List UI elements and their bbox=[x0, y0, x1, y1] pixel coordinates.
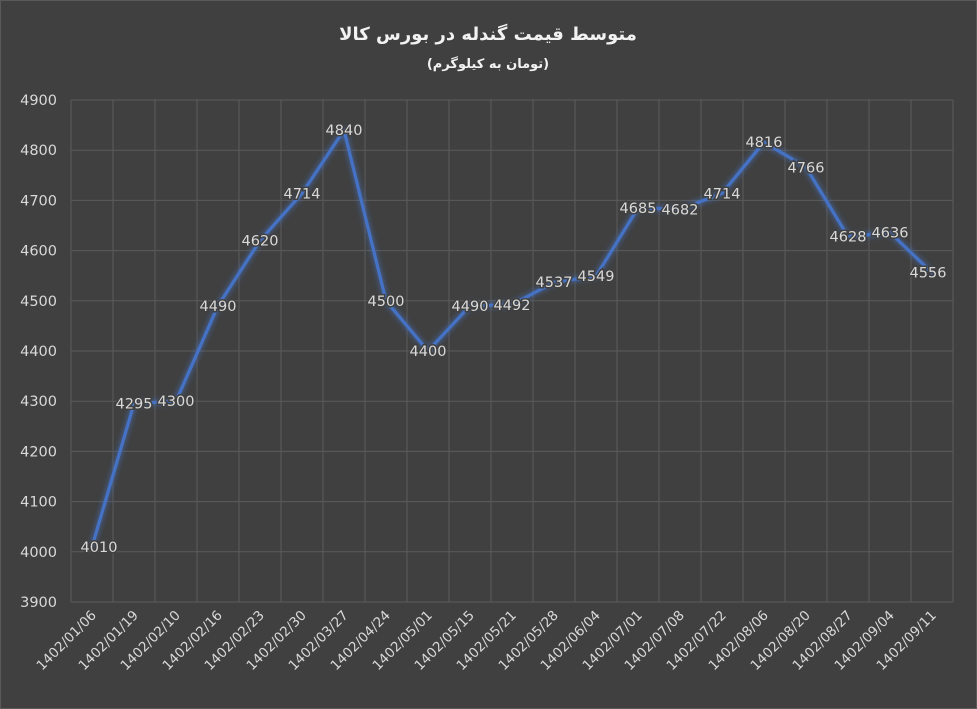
data-label: 4714 bbox=[704, 186, 741, 202]
data-label: 4300 bbox=[158, 394, 195, 410]
data-label: 4492 bbox=[494, 298, 531, 314]
y-tick-label: 4200 bbox=[20, 444, 57, 460]
y-axis-ticks: 3900 4000 4100 4200 4300 4400 4500 4600 4700 4800… bbox=[20, 93, 57, 611]
data-label: 4636 bbox=[872, 226, 909, 242]
data-label: 4714 bbox=[284, 186, 321, 202]
data-label: 4295 bbox=[116, 397, 153, 413]
gridlines bbox=[70, 99, 954, 603]
data-label: 4816 bbox=[746, 135, 783, 151]
y-tick-label: 4600 bbox=[20, 244, 57, 260]
y-tick-label: 3900 bbox=[20, 595, 57, 611]
data-label: 4556 bbox=[910, 266, 947, 282]
data-label: 4840 bbox=[326, 123, 363, 139]
data-label: 4685 bbox=[620, 201, 657, 217]
data-label: 4490 bbox=[452, 299, 489, 315]
data-label: 4010 bbox=[81, 540, 118, 556]
data-label: 4549 bbox=[578, 269, 615, 285]
chart-subtitle: (تومان به کیلوگرم) bbox=[427, 56, 549, 72]
data-label: 4628 bbox=[830, 230, 867, 246]
series-line bbox=[90, 128, 934, 549]
y-tick-label: 4300 bbox=[20, 394, 57, 410]
y-tick-label: 4800 bbox=[20, 143, 57, 159]
data-label: 4620 bbox=[242, 234, 279, 250]
data-label: 4500 bbox=[368, 294, 405, 310]
y-tick-label: 4900 bbox=[20, 93, 57, 109]
data-label: 4682 bbox=[662, 202, 699, 218]
y-tick-label: 4500 bbox=[20, 294, 57, 310]
data-label: 4766 bbox=[788, 160, 825, 176]
y-tick-label: 4400 bbox=[20, 344, 57, 360]
x-axis-ticks: 1402/01/061402/01/191402/02/101402/02/16… bbox=[33, 608, 939, 674]
y-tick-label: 4000 bbox=[20, 545, 57, 561]
data-label: 4490 bbox=[200, 299, 237, 315]
y-tick-label: 4100 bbox=[20, 495, 57, 511]
y-tick-label: 4700 bbox=[20, 193, 57, 209]
series-line-group bbox=[90, 128, 934, 549]
data-label: 4537 bbox=[536, 275, 573, 291]
chart-title: متوسط قیمت گندله در بورس کالا bbox=[339, 23, 637, 45]
data-labels: 4010 4295 4300 4490 4620 4714 4840 4500 4400 4490… bbox=[79, 122, 948, 558]
data-label: 4400 bbox=[410, 344, 447, 360]
